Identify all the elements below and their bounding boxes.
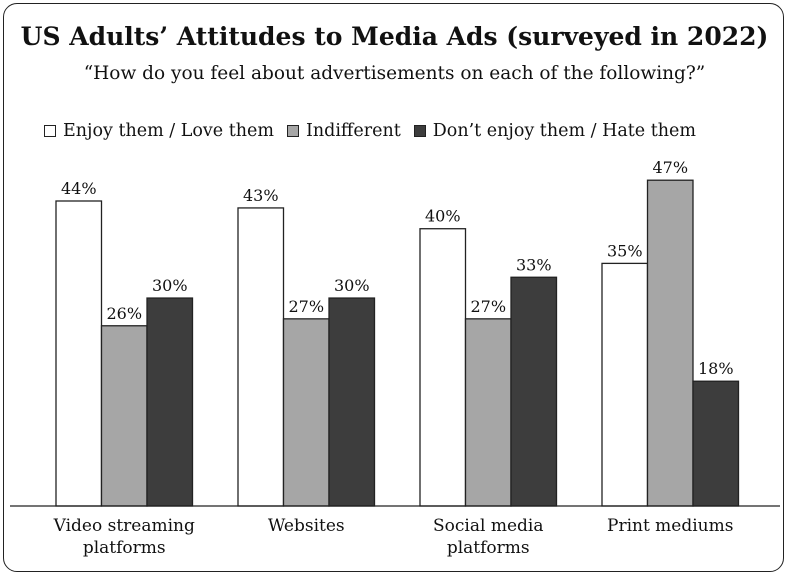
x-tick-label-social-media-platforms-1: platforms — [447, 538, 530, 558]
x-tick-label-video-streaming-platforms-0: Video streaming — [53, 516, 195, 536]
legend-label-dislike: Don’t enjoy them / Hate them — [432, 121, 696, 141]
bar-websites-enjoy-them-love-them — [237, 207, 285, 507]
legend-label-indifferent: Indifferent — [305, 121, 401, 141]
bar-print-mediums-enjoy-them-love-them — [601, 262, 649, 507]
data-label-print-mediums-indifferent: 47% — [652, 158, 688, 177]
bar-print-mediums-indifferent — [646, 179, 694, 507]
legend-swatch-dislike — [413, 125, 426, 137]
legend-swatch-indifferent — [286, 125, 299, 137]
data-label-social-media-platforms-indifferent: 27% — [470, 297, 506, 316]
x-tick-label-video-streaming-platforms-1: platforms — [83, 538, 166, 558]
x-tick-label-print-mediums-0: Print mediums — [607, 516, 733, 536]
data-label-video-streaming-platforms-indifferent: 26% — [106, 304, 142, 323]
data-label-websites-don-t-enjoy-them-hate-them: 30% — [334, 276, 370, 295]
bar-print-mediums-don-t-enjoy-them-hate-them — [692, 380, 740, 507]
bar-social-media-platforms-indifferent — [464, 318, 512, 507]
data-label-websites-enjoy-them-love-them: 43% — [243, 186, 279, 205]
data-label-print-mediums-enjoy-them-love-them: 35% — [607, 241, 643, 260]
legend-swatch-enjoy — [44, 125, 56, 137]
data-label-websites-indifferent: 27% — [288, 297, 324, 316]
bar-video-streaming-platforms-don-t-enjoy-them-hate-them — [146, 297, 194, 507]
bar-websites-indifferent — [282, 318, 330, 507]
legend-item-dislike: Don’t enjoy them / Hate them — [413, 121, 696, 141]
bar-websites-don-t-enjoy-them-hate-them — [328, 297, 376, 507]
legend-item-enjoy: Enjoy them / Love them — [44, 121, 274, 141]
data-label-social-media-platforms-don-t-enjoy-them-hate-them: 33% — [516, 255, 552, 274]
x-tick-label-social-media-platforms-0: Social media — [433, 516, 543, 536]
legend-label-enjoy: Enjoy them / Love them — [63, 121, 274, 141]
chart-subtitle: “How do you feel about advertisements on… — [83, 63, 706, 84]
legend-item-indifferent: Indifferent — [286, 121, 401, 141]
data-label-video-streaming-platforms-enjoy-them-love-them: 44% — [61, 179, 97, 198]
chart-title: US Adults’ Attitudes to Media Ads (surve… — [20, 22, 769, 51]
x-tick-label-websites-0: Websites — [268, 516, 345, 536]
bar-social-media-platforms-don-t-enjoy-them-hate-them — [510, 276, 558, 507]
bar-social-media-platforms-enjoy-them-love-them — [419, 228, 467, 507]
bar-video-streaming-platforms-enjoy-them-love-them — [55, 200, 103, 507]
data-label-social-media-platforms-enjoy-them-love-them: 40% — [425, 207, 461, 226]
data-label-video-streaming-platforms-don-t-enjoy-them-hate-them: 30% — [152, 276, 188, 295]
data-label-print-mediums-don-t-enjoy-them-hate-them: 18% — [698, 359, 734, 378]
legend: Enjoy them / Love them Indifferent Don’t… — [44, 118, 709, 144]
bar-video-streaming-platforms-indifferent — [100, 325, 148, 507]
